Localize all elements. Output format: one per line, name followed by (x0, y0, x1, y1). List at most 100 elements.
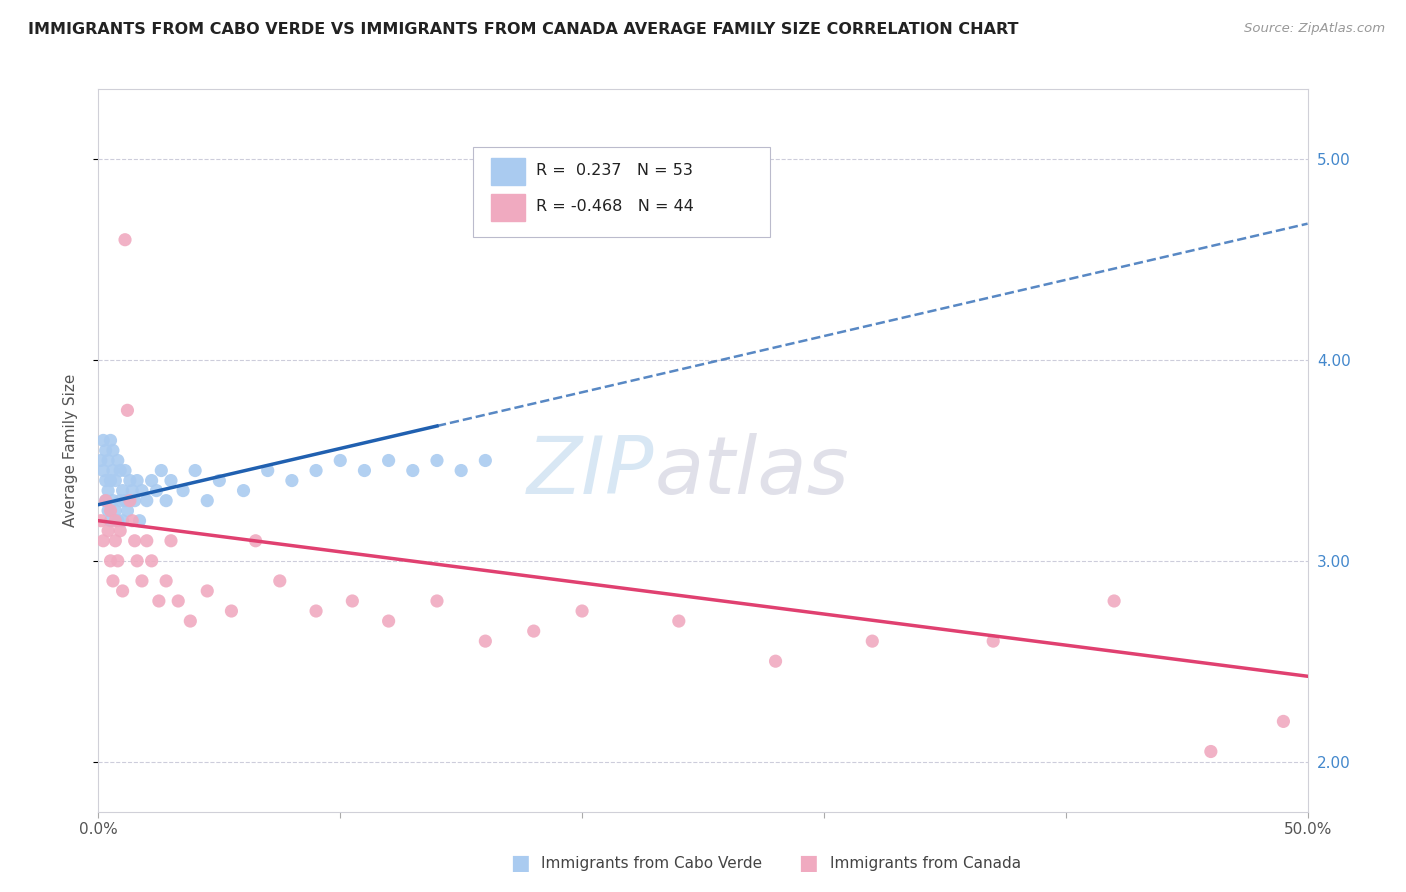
Point (124, 533, 146, 548)
Point (1199, 744, 1222, 758)
Point (135, 493, 157, 508)
Text: Immigrants from Canada: Immigrants from Canada (830, 856, 1021, 871)
Point (184, 463, 207, 477)
Point (167, 594, 190, 608)
Point (195, 583, 218, 598)
Point (523, 624, 546, 639)
Point (97, 524, 120, 538)
Point (90, 514, 112, 528)
Point (104, 514, 127, 528)
Point (208, 474, 231, 488)
Point (571, 604, 593, 618)
Text: atlas: atlas (655, 434, 849, 511)
Point (94, 493, 117, 508)
Point (148, 594, 170, 608)
Point (305, 604, 328, 618)
Point (155, 493, 177, 508)
Point (101, 493, 124, 508)
Point (426, 453, 449, 467)
Point (111, 583, 134, 598)
Point (402, 463, 425, 477)
Point (121, 483, 143, 498)
Point (100, 514, 122, 528)
Point (474, 453, 496, 467)
Point (107, 453, 129, 467)
Point (94, 474, 117, 488)
Point (97, 483, 120, 498)
Point (1272, 714, 1295, 729)
Point (127, 474, 149, 488)
Point (145, 483, 167, 498)
Point (256, 463, 278, 477)
Point (150, 463, 173, 477)
Point (118, 474, 141, 488)
Point (135, 533, 157, 548)
Point (160, 474, 183, 488)
Point (94, 493, 117, 508)
Point (426, 594, 449, 608)
Point (101, 574, 124, 588)
Point (117, 503, 139, 517)
Point (124, 493, 146, 508)
Point (668, 614, 690, 628)
Point (121, 514, 143, 528)
Point (100, 503, 122, 517)
Point (91, 463, 114, 477)
Point (981, 634, 1004, 648)
Point (94, 443, 117, 458)
Point (104, 533, 127, 548)
Text: R = -0.468   N = 44: R = -0.468 N = 44 (536, 200, 695, 214)
Point (104, 474, 127, 488)
Point (195, 493, 218, 508)
Text: Immigrants from Cabo Verde: Immigrants from Cabo Verde (541, 856, 762, 871)
Point (179, 614, 201, 628)
Point (377, 453, 399, 467)
Point (127, 554, 149, 568)
Point (281, 474, 304, 488)
Point (91, 434, 114, 448)
Point (141, 474, 163, 488)
Point (108, 493, 131, 508)
Point (111, 514, 134, 528)
Point (114, 233, 136, 247)
Point (131, 483, 153, 498)
Point (160, 533, 183, 548)
Text: IMMIGRANTS FROM CABO VERDE VS IMMIGRANTS FROM CANADA AVERAGE FAMILY SIZE CORRELA: IMMIGRANTS FROM CABO VERDE VS IMMIGRANTS… (28, 22, 1018, 37)
Point (155, 574, 177, 588)
Point (232, 483, 254, 498)
Point (97, 503, 120, 517)
Point (245, 533, 267, 548)
Y-axis label: Average Family Size: Average Family Size (63, 374, 77, 527)
Point (97, 453, 120, 467)
Point (108, 463, 131, 477)
Point (128, 514, 150, 528)
Point (100, 554, 122, 568)
Point (101, 443, 124, 458)
Point (172, 483, 194, 498)
Text: R =  0.237   N = 53: R = 0.237 N = 53 (536, 163, 693, 178)
Point (860, 634, 883, 648)
Bar (492, 194, 526, 221)
Point (221, 604, 243, 618)
Point (377, 614, 399, 628)
Point (305, 463, 328, 477)
Point (450, 463, 472, 477)
Point (765, 654, 787, 668)
Point (131, 574, 153, 588)
Point (91, 533, 114, 548)
Text: ■: ■ (799, 854, 818, 873)
Point (100, 434, 122, 448)
FancyBboxPatch shape (474, 147, 769, 237)
Point (474, 634, 496, 648)
Point (104, 503, 127, 517)
Bar (492, 158, 526, 186)
Point (107, 514, 129, 528)
Point (329, 453, 352, 467)
Text: Source: ZipAtlas.com: Source: ZipAtlas.com (1244, 22, 1385, 36)
Point (1102, 594, 1125, 608)
Point (90, 453, 112, 467)
Point (114, 493, 136, 508)
Text: ■: ■ (510, 854, 530, 873)
Point (101, 463, 124, 477)
Point (111, 483, 134, 498)
